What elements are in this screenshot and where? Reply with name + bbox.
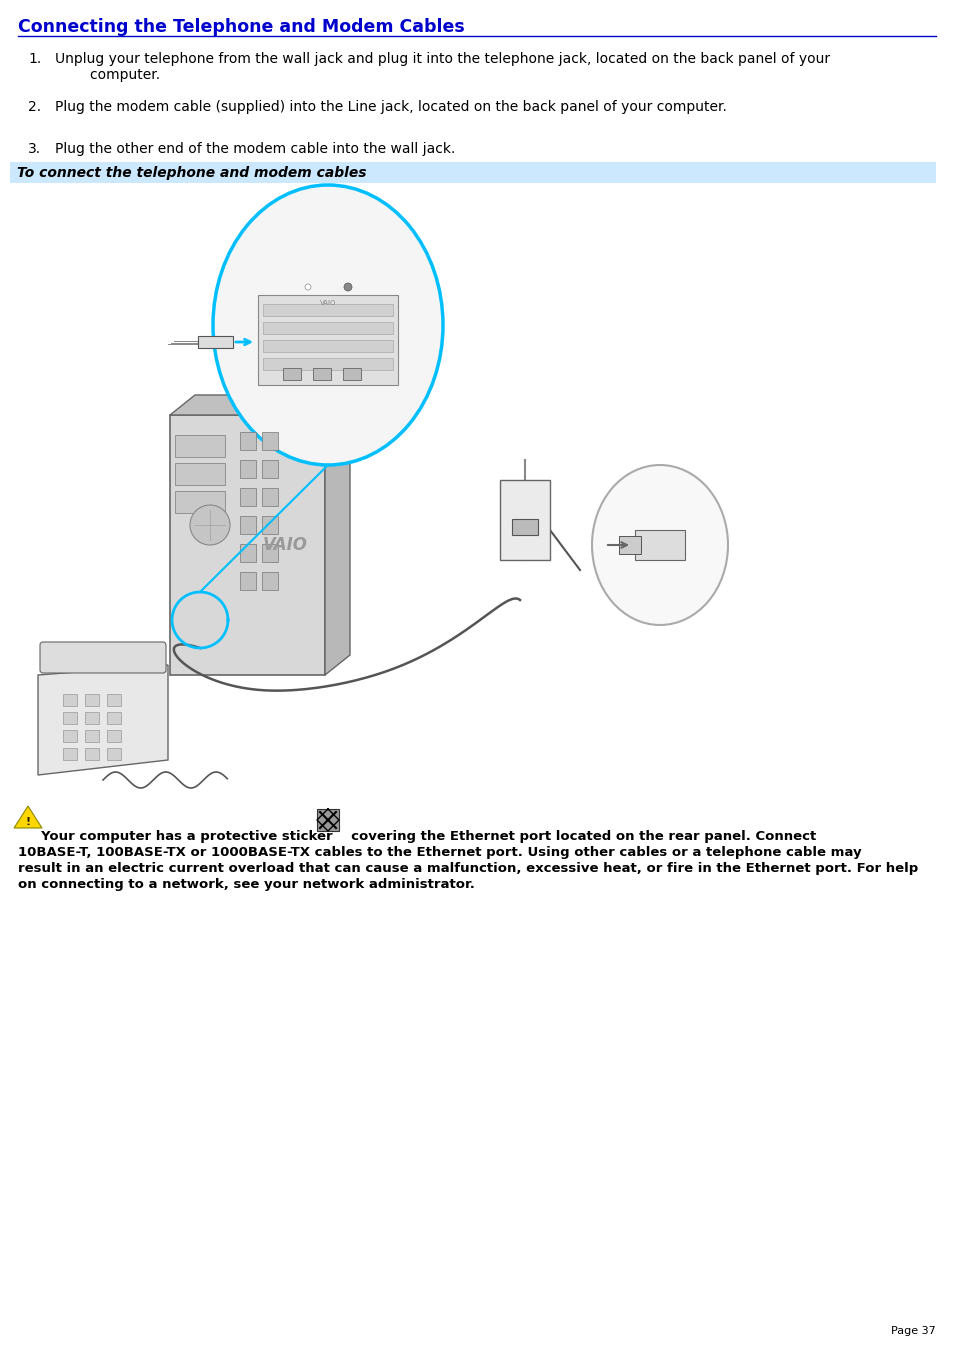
Circle shape [190,505,230,544]
Bar [263,322,393,334]
Polygon shape [170,394,350,415]
Bar [240,516,255,534]
Text: on connecting to a network, see your network administrator.: on connecting to a network, see your net… [18,878,475,892]
Bar [198,336,233,349]
Text: VAIO: VAIO [262,536,307,554]
Text: Plug the other end of the modem cable into the wall jack.: Plug the other end of the modem cable in… [55,142,455,155]
Bar [263,340,393,353]
Bar [10,162,935,182]
Text: 3.: 3. [28,142,41,155]
Text: Plug the modem cable (supplied) into the Line jack, located on the back panel of: Plug the modem cable (supplied) into the… [55,100,726,113]
Text: 10BASE-T, 100BASE-TX or 1000BASE-TX cables to the Ethernet port. Using other cab: 10BASE-T, 100BASE-TX or 1000BASE-TX cabl… [18,846,861,859]
Bar [107,712,121,724]
Bar [262,432,277,450]
Bar [262,516,277,534]
Bar [63,730,77,742]
Text: result in an electric current overload that can cause a malfunction, excessive h: result in an electric current overload t… [18,862,918,875]
FancyBboxPatch shape [40,642,166,673]
Bar [85,712,99,724]
Text: Connecting the Telephone and Modem Cables: Connecting the Telephone and Modem Cable… [18,18,464,36]
Bar [107,694,121,707]
Bar [262,459,277,478]
Circle shape [305,284,311,290]
Circle shape [344,282,352,290]
Bar [257,295,397,385]
Bar [499,480,550,561]
Bar [174,490,225,513]
Bar [263,358,393,370]
Ellipse shape [592,465,727,626]
Bar [85,694,99,707]
Text: VAIO: VAIO [319,300,335,305]
FancyBboxPatch shape [618,536,640,554]
Bar [283,367,301,380]
Ellipse shape [213,185,442,465]
Bar [174,463,225,485]
Bar [343,367,360,380]
Bar [107,730,121,742]
Polygon shape [38,665,168,775]
Bar [316,809,338,831]
Text: 1.: 1. [28,51,41,66]
Text: Unplug your telephone from the wall jack and plug it into the telephone jack, lo: Unplug your telephone from the wall jack… [55,51,829,82]
Bar [512,519,537,535]
Bar [240,432,255,450]
Bar [263,304,393,316]
Bar [240,459,255,478]
Bar [313,367,331,380]
Bar [85,748,99,761]
Bar [240,571,255,590]
Text: Page 37: Page 37 [890,1325,935,1336]
Bar [85,730,99,742]
Polygon shape [325,394,350,676]
Bar [174,435,225,457]
Bar [63,748,77,761]
Bar [240,488,255,507]
Text: !: ! [26,817,30,827]
Bar [63,712,77,724]
Bar [107,748,121,761]
Bar [635,530,684,561]
Bar [63,694,77,707]
FancyBboxPatch shape [170,415,325,676]
Bar [262,571,277,590]
Bar [240,544,255,562]
Bar [262,544,277,562]
Text: To connect the telephone and modem cables: To connect the telephone and modem cable… [17,166,366,180]
Bar [262,488,277,507]
Polygon shape [14,807,42,828]
Text: Your computer has a protective sticker    covering the Ethernet port located on : Your computer has a protective sticker c… [18,830,816,843]
Text: 2.: 2. [28,100,41,113]
